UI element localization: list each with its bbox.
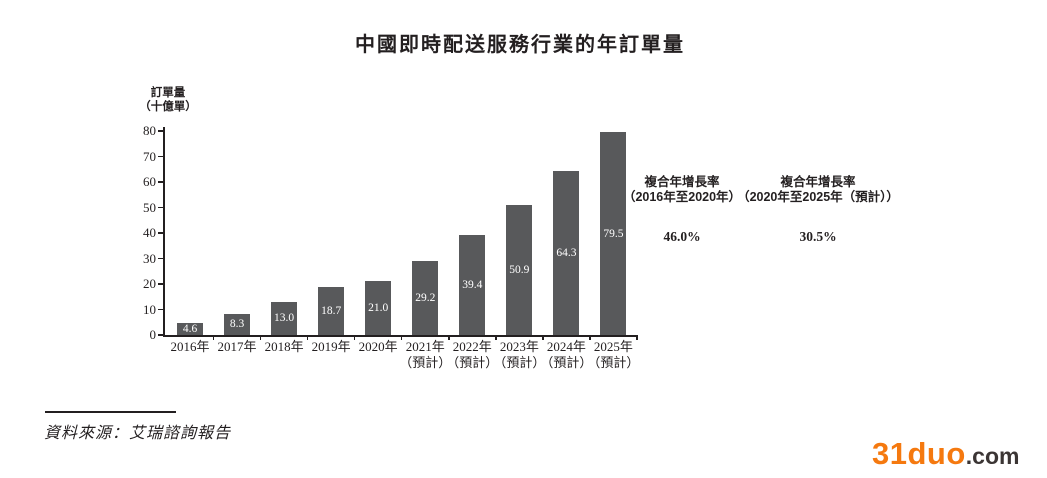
y-axis-tick-label: 60 bbox=[143, 174, 156, 189]
x-axis-year: 2018年 bbox=[264, 339, 304, 354]
x-axis-year: 2017年 bbox=[217, 339, 257, 354]
x-axis-category-label: 2023年 （預計） bbox=[491, 339, 547, 371]
x-axis-category-label: 2020年 bbox=[350, 339, 406, 355]
site-watermark: 31duo .com bbox=[872, 436, 1019, 472]
bar-2021年: 29.2 bbox=[412, 260, 439, 335]
cagr-value: 46.0% bbox=[663, 229, 701, 244]
bar-2023年: 50.9 bbox=[506, 205, 533, 335]
y-axis-tick bbox=[158, 130, 163, 132]
x-axis-forecast-note: （預計） bbox=[399, 355, 452, 370]
x-axis-tick bbox=[495, 335, 497, 340]
x-axis-category-label: 2025年 （預計） bbox=[585, 339, 641, 371]
bar-value-label: 13.0 bbox=[274, 312, 295, 325]
x-axis-category-label: 2024年 （預計） bbox=[538, 339, 594, 371]
source-divider-rule bbox=[45, 411, 176, 413]
bar-value-label: 64.3 bbox=[556, 247, 577, 259]
x-axis-category-label: 2017年 bbox=[209, 339, 265, 355]
x-axis-tick bbox=[400, 335, 403, 340]
x-axis-tick bbox=[212, 335, 215, 340]
x-axis-tick bbox=[448, 335, 450, 340]
cagr-range: （2016年至2020年） bbox=[622, 189, 742, 204]
x-axis-year: 2020年 bbox=[358, 339, 398, 354]
x-axis-category-label: 2022年 （預計） bbox=[444, 339, 500, 371]
y-axis-tick-label: 50 bbox=[143, 199, 156, 215]
x-axis-category-label: 2018年 bbox=[256, 339, 312, 355]
y-axis-unit-line1: 訂單量 bbox=[150, 87, 186, 99]
y-axis-unit-line2: （十億單） bbox=[139, 101, 197, 113]
x-axis-year: 2024年 bbox=[546, 339, 586, 354]
bar-value-label: 50.9 bbox=[509, 264, 530, 277]
bar-2024年: 64.3 bbox=[553, 171, 580, 335]
y-axis-unit-label: 訂單量 （十億單） bbox=[118, 86, 218, 114]
x-axis-year: 2022年 bbox=[452, 339, 492, 354]
y-axis-tick-label: 80 bbox=[143, 123, 156, 138]
bar-2020年: 21.0 bbox=[365, 281, 392, 335]
y-axis-tick bbox=[158, 334, 163, 336]
x-axis-forecast-note: （預計） bbox=[540, 355, 593, 370]
x-axis-tick bbox=[589, 335, 591, 340]
y-axis-tick-label: 70 bbox=[143, 148, 156, 164]
bar-value-label: 8.3 bbox=[229, 318, 245, 331]
chart-title: 中國即時配送服務行業的年訂單量 bbox=[355, 34, 685, 56]
x-axis-category-label: 2021年 （預計） bbox=[397, 339, 453, 371]
y-axis-tick bbox=[158, 232, 163, 234]
y-axis-tick bbox=[158, 283, 163, 285]
x-axis-tick bbox=[353, 335, 356, 340]
x-axis-forecast-note: （預計） bbox=[587, 355, 640, 370]
x-axis-category-label: 2016年 bbox=[162, 339, 218, 355]
x-axis-tick bbox=[259, 335, 262, 340]
bar-value-label: 4.6 bbox=[182, 323, 198, 336]
bar-value-label: 29.2 bbox=[415, 291, 436, 304]
x-axis-tick bbox=[306, 335, 309, 340]
watermark-brand: 31duo bbox=[872, 436, 966, 471]
y-axis-tick-label: 10 bbox=[143, 301, 156, 317]
watermark-suffix: .com bbox=[965, 443, 1020, 469]
bar-2025年: 79.5 bbox=[600, 132, 627, 335]
y-axis-tick-label: 40 bbox=[143, 225, 156, 240]
cagr-title: 複合年增長率 bbox=[644, 175, 720, 189]
bar-value-label: 39.4 bbox=[462, 278, 483, 291]
x-axis-category-label: 2019年 bbox=[303, 339, 359, 355]
bar-2016年: 4.6 bbox=[177, 323, 203, 335]
cagr-value: 30.5% bbox=[799, 229, 837, 244]
y-axis-line bbox=[163, 127, 165, 335]
x-axis-year: 2023年 bbox=[499, 339, 539, 354]
y-axis-tick-label: 0 bbox=[149, 327, 157, 342]
bar-2022年: 39.4 bbox=[459, 234, 486, 335]
y-axis-tick bbox=[158, 206, 163, 209]
cagr-range: （2020年至2025年（預計）） bbox=[737, 189, 899, 204]
x-axis-year: 2021年 bbox=[405, 339, 445, 354]
y-axis-tick bbox=[158, 181, 163, 183]
y-axis-tick-label: 30 bbox=[143, 250, 156, 266]
cagr-annotation-2020-2025: 複合年增長率 （2020年至2025年（預計）） 30.5% bbox=[722, 175, 914, 245]
bar-value-label: 21.0 bbox=[368, 302, 389, 315]
x-axis-forecast-note: （預計） bbox=[493, 355, 546, 370]
x-axis-tick bbox=[542, 335, 544, 340]
y-axis-tick-label: 20 bbox=[143, 276, 156, 291]
y-axis-tick bbox=[158, 155, 163, 158]
x-axis-forecast-note: （預計） bbox=[446, 355, 499, 370]
x-axis-year: 2019年 bbox=[311, 339, 351, 354]
x-axis-tick bbox=[636, 335, 638, 340]
source-text: 資料來源：艾瑞諮詢報告 bbox=[44, 425, 232, 442]
y-axis-tick bbox=[158, 308, 163, 311]
bar-value-label: 18.7 bbox=[321, 305, 342, 318]
x-axis-year: 2025年 bbox=[593, 339, 633, 354]
bar-2017年: 8.3 bbox=[224, 313, 251, 335]
cagr-annotation-2016-2020: 複合年增長率 （2016年至2020年） 46.0% bbox=[592, 175, 772, 245]
bar-value-label: 79.5 bbox=[603, 227, 624, 240]
x-axis-line bbox=[163, 335, 638, 337]
cagr-title: 複合年增長率 bbox=[780, 175, 856, 189]
bar-2019年: 18.7 bbox=[318, 287, 345, 335]
y-axis-tick bbox=[158, 257, 163, 260]
x-axis-year: 2016年 bbox=[170, 339, 210, 354]
bar-2018年: 13.0 bbox=[271, 301, 298, 335]
